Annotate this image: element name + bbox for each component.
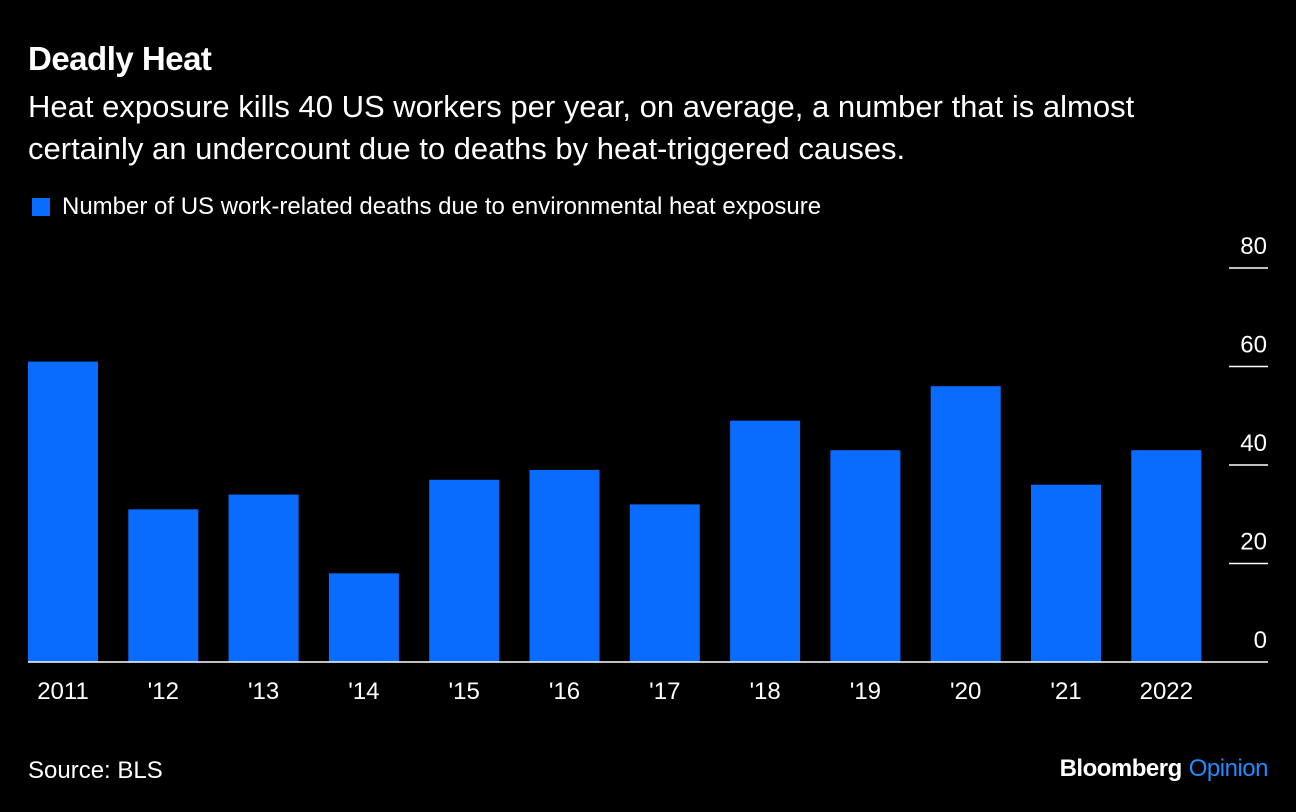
bar bbox=[128, 509, 199, 662]
x-tick-label: '21 bbox=[1050, 678, 1081, 705]
bar bbox=[930, 386, 1001, 662]
bar bbox=[28, 361, 98, 662]
y-tick-label: 40 bbox=[1240, 430, 1267, 457]
legend-swatch bbox=[32, 198, 50, 216]
x-tick-label: '19 bbox=[850, 678, 881, 705]
source-note: Source: BLS bbox=[28, 757, 163, 784]
brand-logo: Bloomberg Opinion bbox=[1059, 755, 1269, 783]
bar bbox=[328, 573, 399, 662]
y-tick-label: 0 bbox=[1254, 627, 1267, 654]
x-tick-label: 2011 bbox=[37, 678, 89, 705]
y-tick-label: 20 bbox=[1240, 529, 1267, 556]
x-tick-label: '18 bbox=[749, 678, 780, 705]
bar bbox=[529, 469, 600, 662]
bar bbox=[629, 504, 700, 662]
legend-label: Number of US work-related deaths due to … bbox=[62, 193, 822, 220]
y-tick-label: 60 bbox=[1240, 332, 1267, 359]
brand-name: Bloomberg bbox=[1059, 755, 1183, 782]
x-tick-label: '12 bbox=[148, 678, 179, 705]
chart-subtitle: Heat exposure kills 40 US workers per ye… bbox=[28, 89, 1135, 166]
x-tick-label: '17 bbox=[649, 678, 680, 705]
brand-section: Opinion bbox=[1188, 755, 1269, 782]
y-tick-label: 80 bbox=[1240, 233, 1267, 260]
bar bbox=[730, 420, 801, 662]
bar bbox=[830, 450, 901, 662]
bar bbox=[228, 494, 299, 662]
bar bbox=[1131, 450, 1202, 662]
bar bbox=[1031, 484, 1101, 662]
bar bbox=[429, 479, 500, 662]
chart-title: Deadly Heat bbox=[28, 40, 212, 77]
x-tick-label: 2022 bbox=[1140, 678, 1193, 705]
x-tick-label: '20 bbox=[950, 678, 981, 705]
x-tick-label: '13 bbox=[248, 678, 279, 705]
x-tick-label: '16 bbox=[549, 678, 580, 705]
legend: Number of US work-related deaths due to … bbox=[32, 193, 821, 221]
x-tick-label: '15 bbox=[449, 678, 480, 705]
x-tick-label: '14 bbox=[348, 678, 379, 705]
